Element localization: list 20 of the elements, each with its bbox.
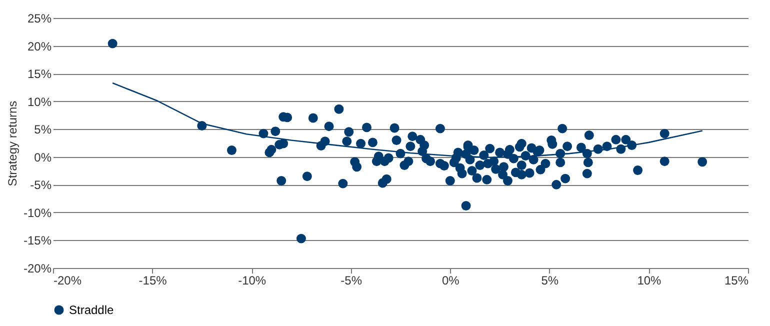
x-tick-label: 15% [724,274,749,288]
y-tick-label: 0% [34,150,52,164]
x-tick-label: -10% [238,274,266,288]
y-tick-label: 20% [27,39,52,54]
y-tick-label: 5% [34,122,52,137]
y-tick-label: -10% [23,206,52,220]
x-tick-label: 0% [442,274,460,288]
y-tick-label: 15% [27,67,52,82]
x-tick-label: 5% [541,274,559,288]
x-tick-label: -15% [138,274,168,288]
x-tick-label: 10% [637,274,662,288]
y-tick-label: -15% [23,234,52,248]
y-tick-label: -20% [23,262,52,276]
y-tick-label: 10% [27,94,52,109]
y-tick-label: 25% [27,12,52,26]
y-axis-title: Strategy returns [5,100,20,186]
x-tick-label: -20% [54,274,82,288]
x-tick-label: -5% [340,274,362,288]
y-tick-label: -5% [30,178,52,192]
legend-label: Straddle [69,303,114,317]
